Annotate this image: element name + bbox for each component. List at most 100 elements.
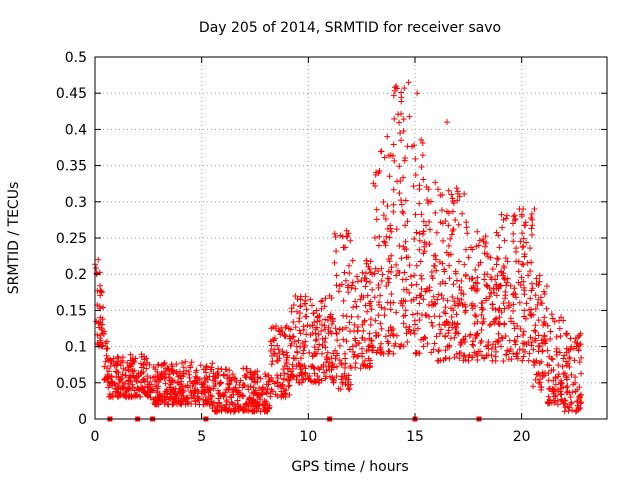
data-point <box>554 401 561 408</box>
data-point <box>396 163 403 170</box>
data-point <box>290 302 297 309</box>
data-point <box>388 252 395 259</box>
data-point <box>535 380 542 387</box>
data-point <box>393 272 400 279</box>
data-point <box>285 383 292 390</box>
data-point <box>416 316 423 323</box>
data-point <box>412 171 419 178</box>
data-point <box>562 404 569 411</box>
data-point <box>294 295 301 302</box>
data-point <box>304 373 311 380</box>
data-point <box>559 363 566 370</box>
data-point <box>420 296 427 303</box>
data-point <box>360 362 367 369</box>
data-point <box>558 314 565 321</box>
data-point <box>382 242 389 249</box>
data-point <box>497 282 504 289</box>
data-point <box>390 350 397 357</box>
data-point <box>341 364 348 371</box>
data-point <box>554 373 561 380</box>
data-point <box>500 300 507 307</box>
data-point <box>375 312 382 319</box>
data-point <box>180 396 187 403</box>
data-point <box>418 275 425 282</box>
data-point <box>329 320 336 327</box>
data-point <box>547 336 554 343</box>
data-point <box>463 219 470 226</box>
data-point <box>394 111 401 118</box>
data-point <box>115 389 122 396</box>
data-point <box>321 303 328 310</box>
data-point <box>448 191 455 198</box>
data-point <box>572 408 579 415</box>
data-point <box>510 213 517 220</box>
data-point <box>96 303 103 310</box>
data-point <box>178 360 185 367</box>
data-point <box>257 375 264 382</box>
data-point <box>430 262 437 269</box>
data-point <box>314 314 321 321</box>
data-point <box>549 356 556 363</box>
data-point <box>403 286 410 293</box>
data-point <box>496 305 503 312</box>
data-point <box>375 284 382 291</box>
data-point <box>152 401 159 408</box>
data-point <box>567 394 574 401</box>
data-point <box>358 292 365 299</box>
data-point <box>544 322 551 329</box>
data-point <box>140 368 147 375</box>
data-point <box>414 310 421 317</box>
data-point <box>93 265 100 272</box>
data-point <box>245 383 252 390</box>
data-point <box>504 258 511 265</box>
data-point <box>383 233 390 240</box>
data-point <box>453 185 460 192</box>
data-point <box>357 296 364 303</box>
data-point <box>338 373 345 380</box>
data-point <box>478 311 485 318</box>
data-point <box>97 292 104 299</box>
data-point <box>551 318 558 325</box>
data-point <box>364 292 371 299</box>
data-point <box>436 321 443 328</box>
data-point <box>413 294 420 301</box>
data-point <box>571 357 578 364</box>
data-point <box>510 308 517 315</box>
data-point <box>400 313 407 320</box>
data-point <box>365 263 372 270</box>
data-point <box>434 296 441 303</box>
data-point <box>397 197 404 204</box>
data-point <box>493 261 500 268</box>
data-point <box>279 382 286 389</box>
data-point <box>220 391 227 398</box>
data-point <box>338 376 345 383</box>
data-point <box>95 319 102 326</box>
data-point <box>521 313 528 320</box>
data-point <box>274 357 281 364</box>
data-point <box>184 384 191 391</box>
data-point <box>517 238 524 245</box>
data-point <box>330 318 337 325</box>
data-point <box>396 190 403 197</box>
data-point <box>259 391 266 398</box>
data-point <box>391 115 398 122</box>
data-point <box>466 332 473 339</box>
data-point <box>291 355 298 362</box>
data-point <box>564 388 571 395</box>
data-point <box>398 201 405 208</box>
data-point <box>95 320 102 327</box>
data-point <box>302 297 309 304</box>
data-point <box>380 198 387 205</box>
data-point <box>326 314 333 321</box>
data-point <box>114 361 121 368</box>
data-point <box>349 343 356 350</box>
data-point <box>452 330 459 337</box>
x-tick-label: 20 <box>513 429 531 445</box>
data-point <box>252 387 259 394</box>
data-point <box>554 386 561 393</box>
y-tick-label: 0.05 <box>56 376 87 392</box>
data-point <box>285 325 292 332</box>
data-point <box>469 305 476 312</box>
data-point <box>553 345 560 352</box>
data-point <box>176 372 183 379</box>
